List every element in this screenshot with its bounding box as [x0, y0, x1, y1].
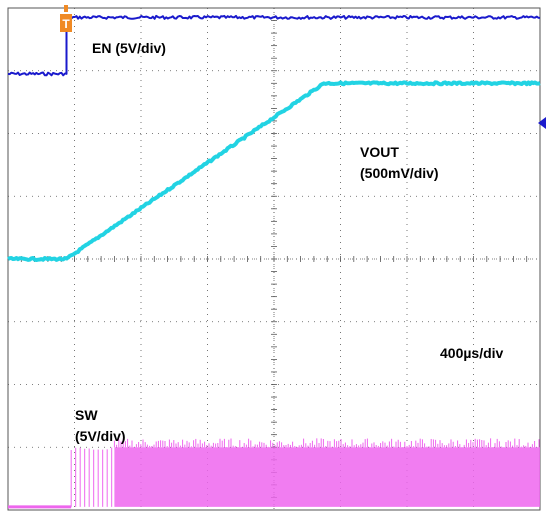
- sw-label-line1: SW: [75, 407, 98, 423]
- en-reference-arrow: [538, 117, 546, 129]
- trigger-marker: T: [60, 5, 72, 32]
- series-vout: [7, 80, 541, 262]
- trigger-marker-label: T: [62, 17, 70, 31]
- traces: [7, 14, 541, 509]
- sw-label-line2: (5V/div): [75, 428, 126, 444]
- series-sw: [8, 438, 541, 509]
- timebase-label: 400µs/div: [440, 345, 504, 361]
- sw-switching-band: [114, 447, 541, 507]
- series-en: [7, 14, 541, 77]
- vout-label-line2: (500mV/div): [360, 165, 439, 181]
- en-label: EN (5V/div): [92, 40, 166, 56]
- vout-label-line1: VOUT: [360, 144, 399, 160]
